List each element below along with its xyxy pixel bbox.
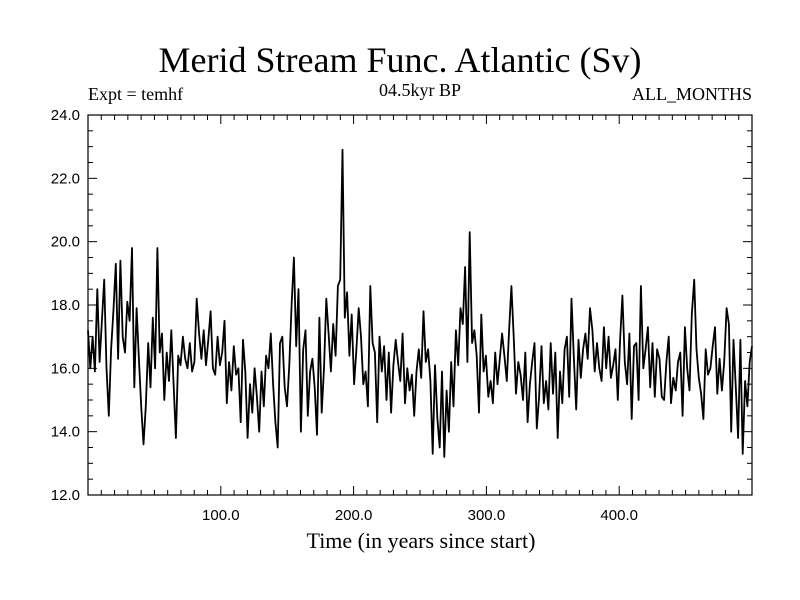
series-layer: [87, 148, 753, 458]
x-axis-label: Time (in years since start): [307, 528, 536, 553]
y-tick-label: 14.0: [51, 424, 80, 441]
y-tick-label: 18.0: [51, 297, 80, 314]
chart-title: Merid Stream Func. Atlantic (Sv): [158, 40, 642, 80]
x-tick-label: 100.0: [202, 507, 240, 524]
x-tick-label: 200.0: [335, 507, 373, 524]
y-axis: 12.0 14.0 16.0 18.0 20.0 22.0 24.0: [51, 107, 752, 504]
plot-border: [87, 114, 753, 496]
months-label: ALL_MONTHS: [632, 84, 752, 104]
period-label: 04.5kyr BP: [378, 80, 461, 100]
series-line: [87, 148, 753, 458]
y-tick-label: 16.0: [51, 360, 80, 377]
plot-frame: [87, 114, 753, 496]
y-tick-label: 20.0: [51, 234, 80, 251]
y-tick-label: 12.0: [51, 487, 80, 504]
y-tick-label: 24.0: [51, 107, 80, 124]
y-tick-label: 22.0: [51, 170, 80, 187]
x-tick-label: 300.0: [468, 507, 506, 524]
experiment-label: Expt = temhf: [88, 84, 184, 104]
x-tick-label: 400.0: [600, 507, 638, 524]
x-axis: 100.0 200.0 300.0 400.0: [100, 115, 740, 524]
